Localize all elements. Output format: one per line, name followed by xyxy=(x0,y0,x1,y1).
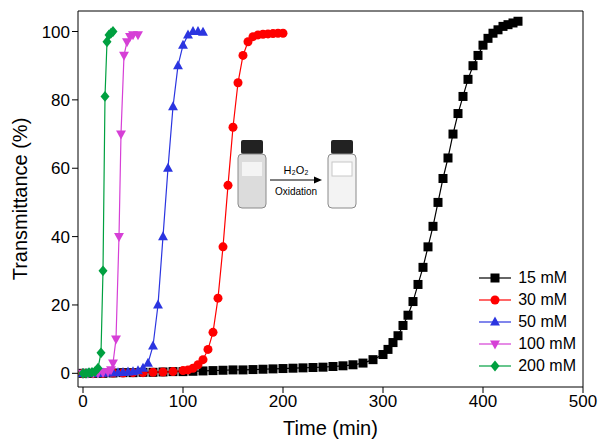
html-text:30 mM: 30 mM xyxy=(518,291,568,308)
html-text:200 mM: 200 mM xyxy=(518,357,576,374)
svg-text:Oxidation: Oxidation xyxy=(275,186,317,197)
html-text:50 mM: 50 mM xyxy=(518,313,568,330)
svg-text:400: 400 xyxy=(469,392,497,411)
svg-text:20: 20 xyxy=(51,296,70,315)
svg-text:100: 100 xyxy=(169,392,197,411)
svg-text:500: 500 xyxy=(569,392,597,411)
svg-text:300: 300 xyxy=(369,392,397,411)
svg-text:60: 60 xyxy=(51,159,70,178)
svg-text:0: 0 xyxy=(61,364,70,383)
svg-text:Time (min): Time (min) xyxy=(283,417,378,439)
svg-text:80: 80 xyxy=(51,91,70,110)
html-text:15 mM: 15 mM xyxy=(518,269,568,286)
svg-text:Transmittance (%): Transmittance (%) xyxy=(9,118,31,281)
svg-text:40: 40 xyxy=(51,228,70,247)
svg-text:100: 100 xyxy=(42,23,70,42)
svg-text:200: 200 xyxy=(269,392,297,411)
html-text:100 mM: 100 mM xyxy=(518,335,576,352)
svg-text:0: 0 xyxy=(78,392,87,411)
svg-text:H₂O₂: H₂O₂ xyxy=(283,164,308,176)
